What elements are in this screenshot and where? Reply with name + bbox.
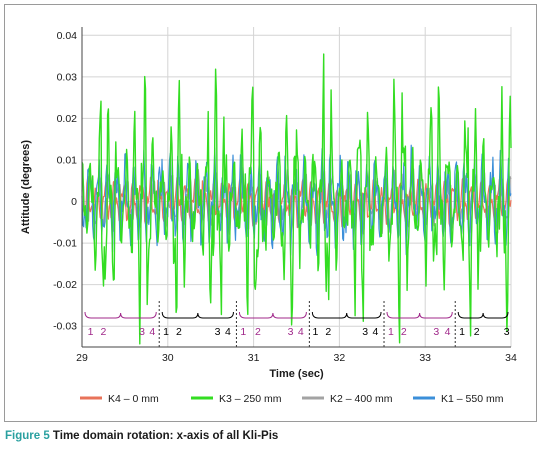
phase-label: 1 xyxy=(388,326,394,338)
phase-bracket xyxy=(386,311,453,319)
phase-label: 1 xyxy=(459,326,465,338)
x-tick-label: 29 xyxy=(76,352,88,364)
plot-series xyxy=(81,53,512,345)
phase-bracket xyxy=(161,311,234,319)
x-axis-label: Time (sec) xyxy=(269,368,324,380)
series-line xyxy=(81,53,512,345)
x-tick-label: 32 xyxy=(334,352,346,364)
legend-label: K2 – 400 mm xyxy=(330,393,393,405)
x-tick-label: 31 xyxy=(248,352,260,364)
phase-label: 1 xyxy=(163,326,169,338)
phase-label: 2 xyxy=(401,326,407,338)
plot-axes: 29 30 31 32 33 340.040.030.020.010-0.01-0.02-… xyxy=(53,27,517,364)
phase-label: 3 xyxy=(504,326,510,338)
phase-bracket xyxy=(457,311,509,319)
legend-label: K3 – 250 mm xyxy=(219,393,282,405)
phase-label: 4 xyxy=(373,326,379,338)
y-tick-label: 0.02 xyxy=(57,113,78,125)
legend-label: K1 – 550 mm xyxy=(441,393,504,405)
series-line xyxy=(81,176,512,229)
phase-label: 1 xyxy=(312,326,318,338)
phase-label: 3 xyxy=(433,326,439,338)
x-tick-label: 30 xyxy=(162,352,174,364)
legend-label: K4 – 0 mm xyxy=(108,393,159,405)
phase-label: 2 xyxy=(474,326,480,338)
y-tick-label: 0.01 xyxy=(57,154,78,166)
y-tick-label: -0.01 xyxy=(53,238,77,250)
phase-label: 3 xyxy=(288,326,294,338)
y-tick-label: -0.03 xyxy=(53,321,77,333)
y-axis-label: Attitude (degrees) xyxy=(20,140,32,234)
figure-caption: Figure 5 Time domain rotation: x-axis of… xyxy=(5,430,278,442)
phase-label: 1 xyxy=(240,326,246,338)
phase-label: 2 xyxy=(255,326,261,338)
x-tick-label: 34 xyxy=(505,352,517,364)
phase-label: 3 xyxy=(362,326,368,338)
figure-number: Figure 5 xyxy=(5,430,50,442)
phase-label: 4 xyxy=(445,326,451,338)
phase-bracket xyxy=(84,311,157,319)
phase-label: 4 xyxy=(298,326,304,338)
y-tick-label: -0.02 xyxy=(53,279,77,291)
phase-bracket xyxy=(311,311,382,319)
phase-label: 3 xyxy=(215,326,221,338)
y-tick-label: 0.03 xyxy=(57,71,78,83)
y-tick-label: 0.04 xyxy=(57,30,78,42)
x-tick-label: 33 xyxy=(419,352,431,364)
phase-label: 2 xyxy=(325,326,331,338)
phase-label: 1 xyxy=(88,326,94,338)
phase-label: 3 xyxy=(139,326,145,338)
phase-label: 2 xyxy=(176,326,182,338)
phase-label: 2 xyxy=(101,326,107,338)
phase-bracket xyxy=(238,311,307,319)
figure-caption-text: Time domain rotation: x-axis of all Kli-… xyxy=(49,430,279,442)
phase-label: 4 xyxy=(149,326,155,338)
legend: K4 – 0 mm K3 – 250 mm K2 – 400 mm K1 – 550 … xyxy=(80,393,504,405)
phase-label: 4 xyxy=(225,326,231,338)
y-tick-label: 0 xyxy=(71,196,77,208)
